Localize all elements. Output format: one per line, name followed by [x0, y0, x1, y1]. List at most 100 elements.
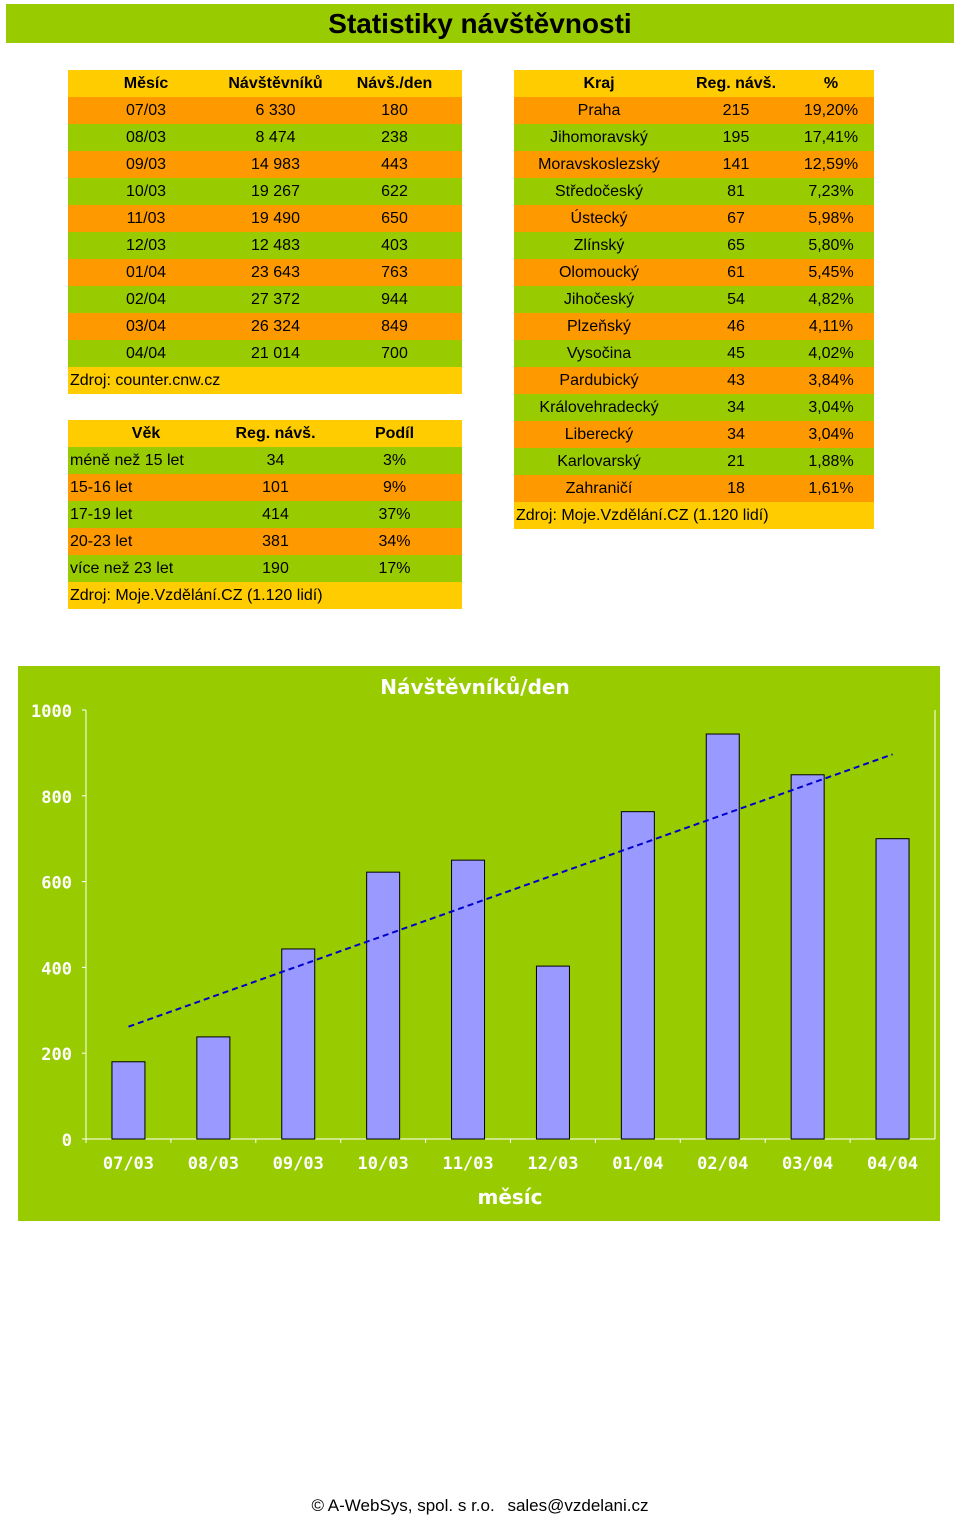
footer: © A-WebSys, spol. s r.o. sales@vzdelani.… [0, 1496, 960, 1516]
column-header: Návš./den [327, 70, 462, 97]
table-row: Středočeský 81 7,23% [514, 178, 874, 205]
table-cell: 54 [684, 286, 788, 313]
table-header: Věk Reg. návš. Podíl [68, 420, 462, 447]
table-cell: 381 [224, 528, 327, 555]
table-header: Kraj Reg. návš.% [514, 70, 874, 97]
bar [196, 1036, 231, 1140]
table-row: Liberecký 34 3,04% [514, 421, 874, 448]
table-cell: 5,45% [788, 259, 874, 286]
x-tick-label: 12/03 [527, 1154, 578, 1174]
source-row: Zdroj: Moje.Vzdělání.CZ (1.120 lidí) [514, 502, 874, 529]
column-header: Reg. návš. [224, 420, 327, 447]
table-cell: 19,20% [788, 97, 874, 124]
table-cell: 19 490 [224, 205, 327, 232]
table-cell: 3% [327, 447, 462, 474]
footer-email[interactable]: sales@vzdelani.cz [507, 1496, 649, 1515]
table-cell: 4,02% [788, 340, 874, 367]
table-row: Jihočeský 54 4,82% [514, 286, 874, 313]
column-header: % [788, 70, 874, 97]
x-tick-label: 09/03 [273, 1154, 324, 1174]
table-cell: 5,98% [788, 205, 874, 232]
table-row: Plzeňský 46 4,11% [514, 313, 874, 340]
table-cell: Karlovarský [514, 448, 684, 475]
table-cell: 04/04 [68, 340, 224, 367]
table-cell: 101 [224, 474, 327, 501]
table-cell: 18 [684, 475, 788, 502]
y-tick-label: 200 [41, 1045, 72, 1065]
table-row: 12/03 12 483 403 [68, 232, 462, 259]
chart-x-axis-label: měsíc [477, 1185, 542, 1209]
x-tick-label: 03/04 [782, 1154, 833, 1174]
source-note: Zdroj: Moje.Vzdělání.CZ (1.120 lidí) [68, 582, 462, 609]
bar [111, 1061, 146, 1140]
table-row: Moravskoslezský 141 12,59% [514, 151, 874, 178]
table-cell: 238 [327, 124, 462, 151]
table-cell: 03/04 [68, 313, 224, 340]
table-row: 17-19 let 414 37% [68, 501, 462, 528]
visitors-per-day-chart: Návštěvníků/den měsíc 0 200 400 600 800 1000 0… [18, 666, 940, 1221]
table-cell: 17,41% [788, 124, 874, 151]
source-row: Zdroj: Moje.Vzdělání.CZ (1.120 lidí) [68, 582, 462, 609]
table-row: Královehradecký 34 3,04% [514, 394, 874, 421]
table-row: Jihomoravský 195 17,41% [514, 124, 874, 151]
page-title: Statistiky návštěvnosti [328, 7, 632, 39]
table-cell: 443 [327, 151, 462, 178]
table-cell: 3,84% [788, 367, 874, 394]
table-cell: 763 [327, 259, 462, 286]
table-cell: Ústecký [514, 205, 684, 232]
table-cell: Plzeňský [514, 313, 684, 340]
bar [705, 733, 740, 1140]
table-row: Ústecký 67 5,98% [514, 205, 874, 232]
table-cell: 09/03 [68, 151, 224, 178]
table-cell: 1,88% [788, 448, 874, 475]
table-cell: 34 [684, 421, 788, 448]
table-cell: 1,61% [788, 475, 874, 502]
table-cell: 622 [327, 178, 462, 205]
table-cell: Středočeský [514, 178, 684, 205]
monthly-table: Měsíc Návštěvníků Návš./den 07/03 6 330 180 08… [68, 70, 462, 394]
column-header: Podíl [327, 420, 462, 447]
table-cell: 19 267 [224, 178, 327, 205]
table-cell: 21 [684, 448, 788, 475]
table-row: méně než 15 let 34 3% [68, 447, 462, 474]
table-cell: 17-19 let [68, 501, 224, 528]
table-cell: Jihomoravský [514, 124, 684, 151]
table-row: 01/04 23 643 763 [68, 259, 462, 286]
table-row: 08/03 8 474 238 [68, 124, 462, 151]
table-cell: více než 23 let [68, 555, 224, 582]
table-cell: 21 014 [224, 340, 327, 367]
column-header: Kraj [514, 70, 684, 97]
column-header: Měsíc [68, 70, 224, 97]
table-cell: 01/04 [68, 259, 224, 286]
table-cell: 650 [327, 205, 462, 232]
bar [535, 965, 570, 1140]
table-cell: Praha [514, 97, 684, 124]
column-header: Reg. návš. [684, 70, 788, 97]
table-cell: Liberecký [514, 421, 684, 448]
bar [281, 948, 316, 1140]
x-tick-label: 07/03 [103, 1154, 154, 1174]
table-cell: Královehradecký [514, 394, 684, 421]
y-tick-label: 0 [62, 1131, 72, 1151]
chart-svg: Návštěvníků/den měsíc 0 200 400 600 800 1000 0… [31, 675, 936, 1209]
bar [620, 811, 655, 1140]
table-row: Olomoucký 61 5,45% [514, 259, 874, 286]
table-row: více než 23 let 190 17% [68, 555, 462, 582]
table-cell: 34% [327, 528, 462, 555]
table-cell: 81 [684, 178, 788, 205]
table-cell: 02/04 [68, 286, 224, 313]
table-cell: méně než 15 let [68, 447, 224, 474]
table-cell: 15-16 let [68, 474, 224, 501]
bar [875, 838, 910, 1140]
x-tick-label: 01/04 [612, 1154, 663, 1174]
y-tick-label: 400 [41, 959, 72, 979]
table-cell: Jihočeský [514, 286, 684, 313]
table-cell: 67 [684, 205, 788, 232]
table-cell: 61 [684, 259, 788, 286]
y-tick-label: 800 [41, 788, 72, 808]
table-cell: 27 372 [224, 286, 327, 313]
bar [451, 859, 486, 1140]
column-header: Věk [68, 420, 224, 447]
table-cell: 700 [327, 340, 462, 367]
table-row: Praha 215 19,20% [514, 97, 874, 124]
